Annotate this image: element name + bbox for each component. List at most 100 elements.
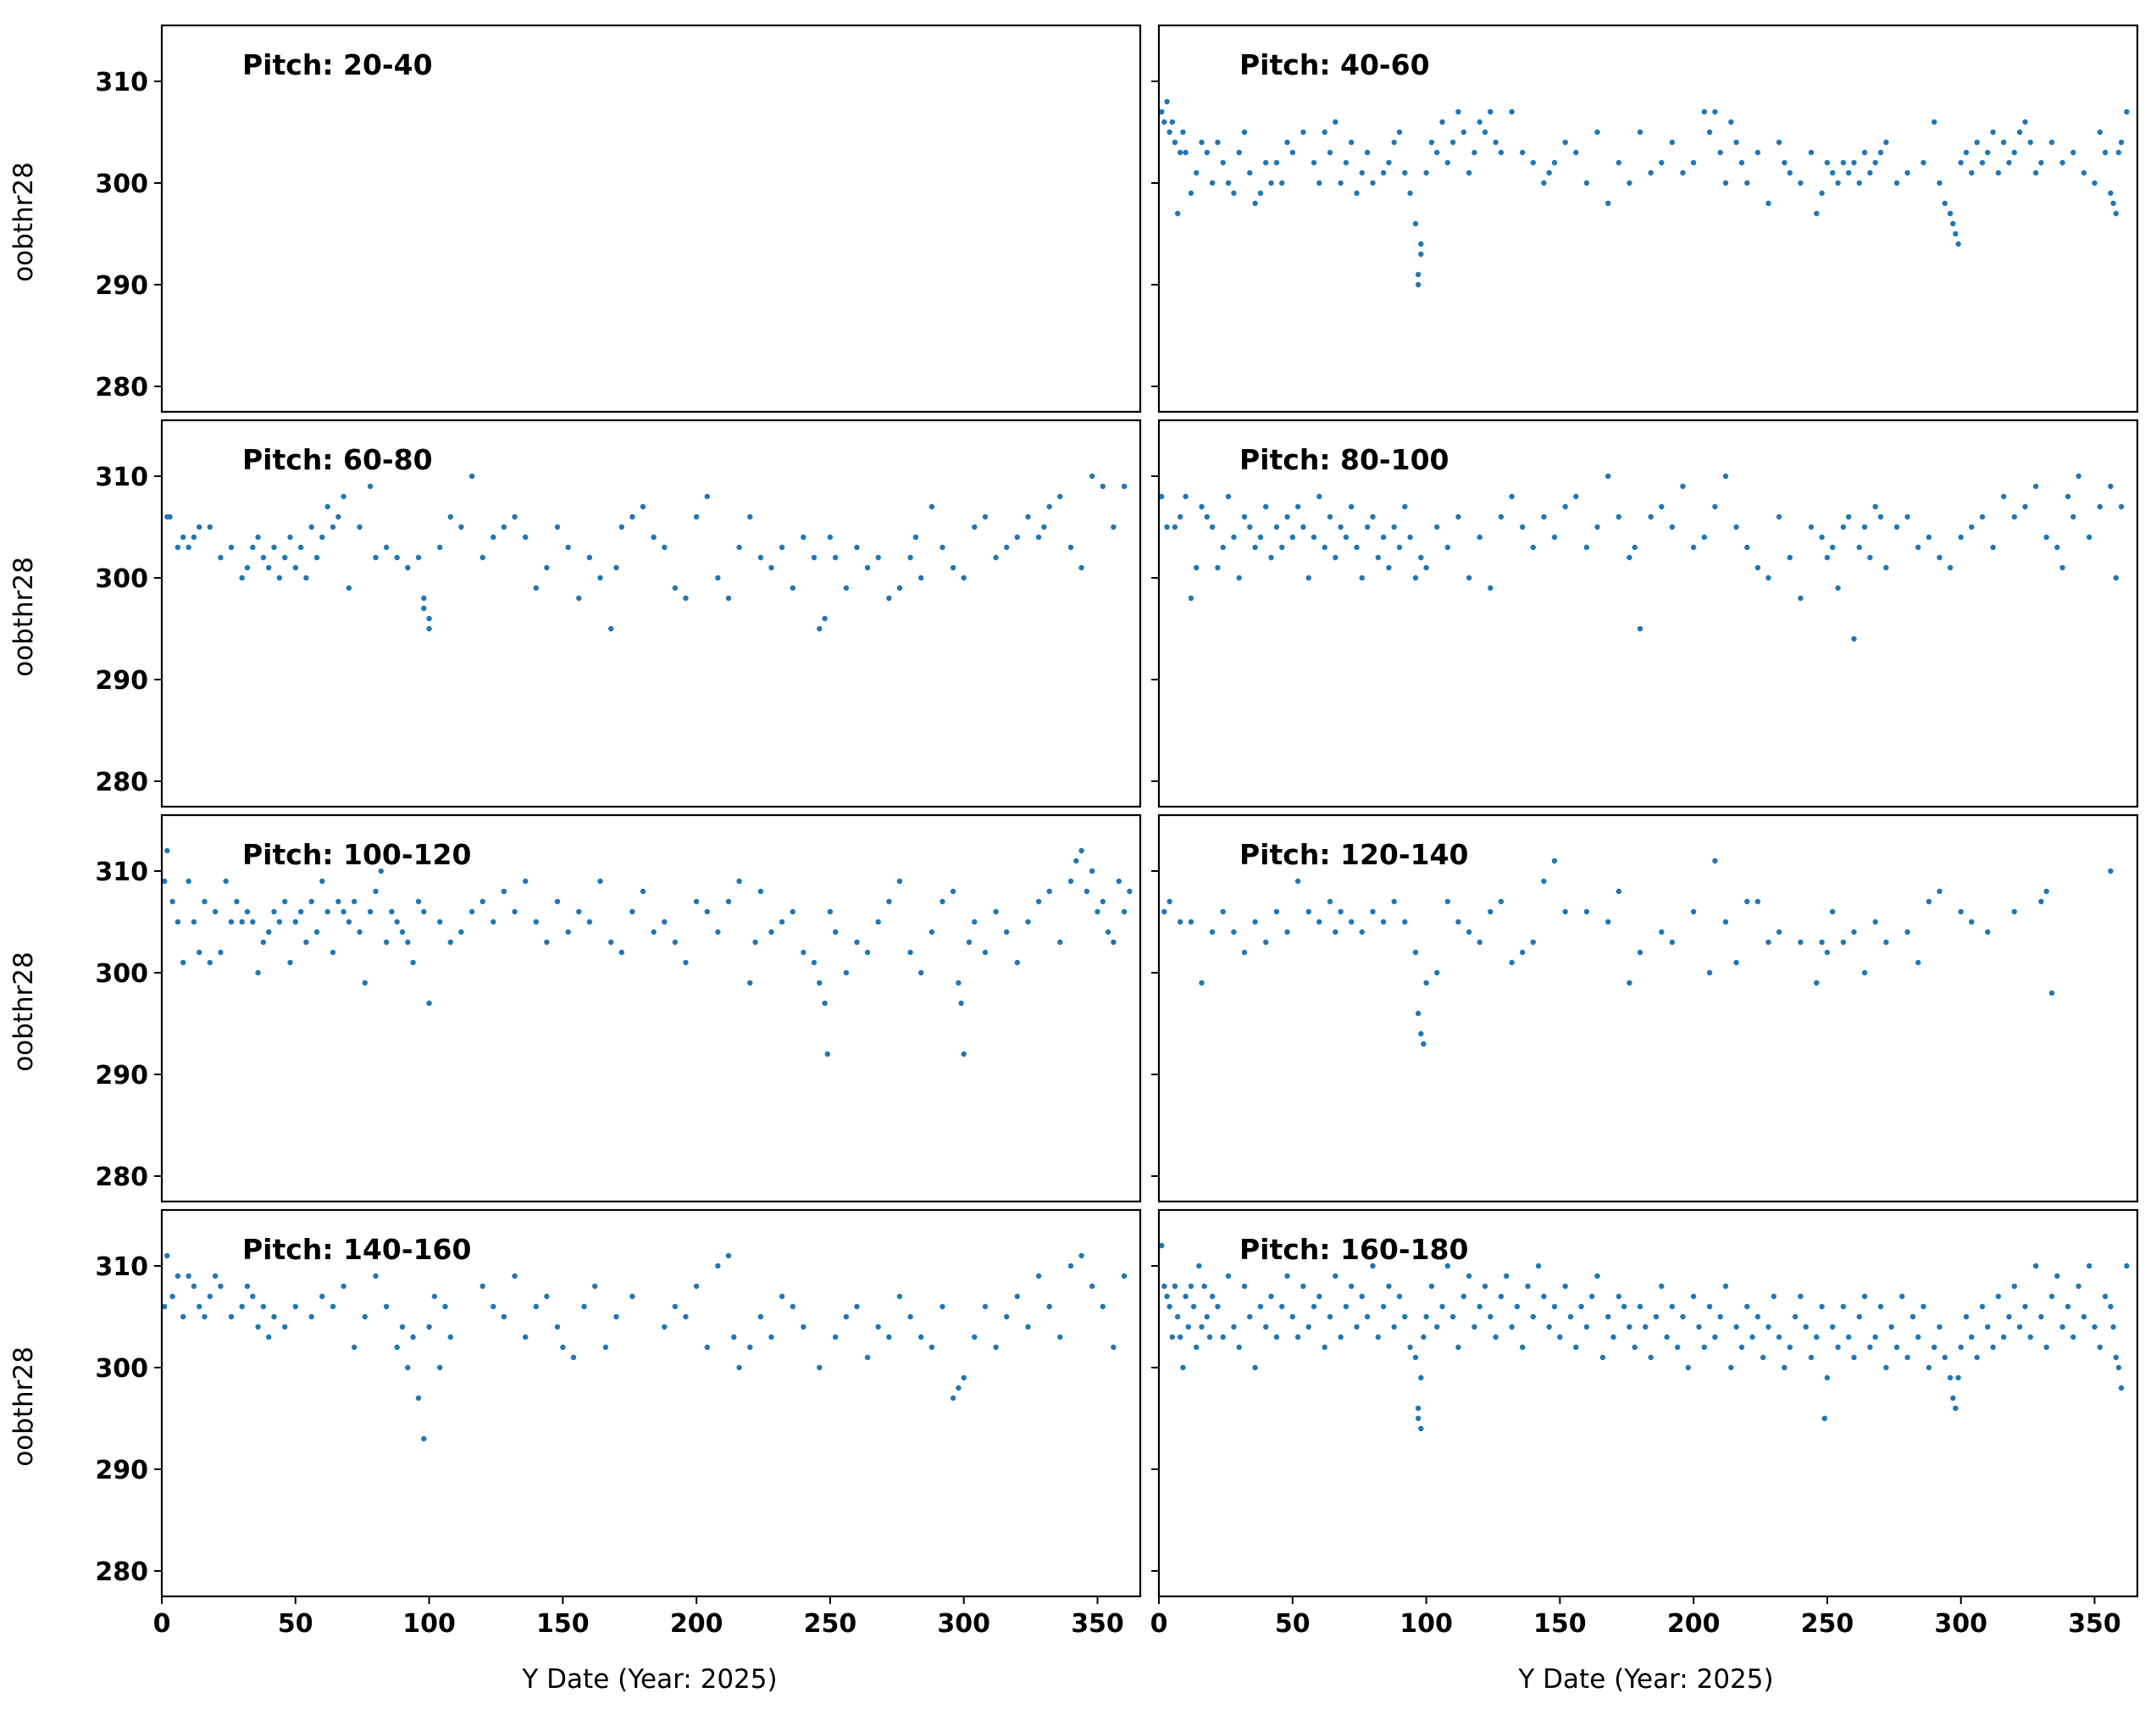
data-point (1220, 1334, 1226, 1340)
data-point (747, 513, 753, 520)
data-point (431, 1293, 438, 1300)
data-point (468, 908, 475, 915)
data-point (1733, 139, 1739, 146)
data-point (212, 908, 219, 915)
data-point (956, 1385, 962, 1391)
data-point (426, 615, 432, 622)
data-point (843, 585, 850, 591)
data-point (2076, 473, 2081, 480)
data-point (1920, 1303, 1926, 1310)
data-point (704, 1344, 710, 1351)
data-point (1979, 159, 1986, 166)
data-point (1338, 1334, 1344, 1340)
data-point (1877, 513, 1884, 520)
data-point (1979, 1303, 1986, 1310)
data-point (287, 534, 293, 541)
data-point (1183, 493, 1189, 500)
data-point (1610, 1334, 1616, 1340)
data-point (1950, 1395, 1956, 1401)
data-point (801, 1324, 806, 1330)
data-point (1472, 1324, 1477, 1330)
data-point (672, 1303, 679, 1310)
panel-title: Pitch: 100-120 (242, 838, 471, 871)
data-point (2118, 1385, 2125, 1391)
data-point (2048, 990, 2055, 996)
data-point (1530, 544, 1537, 551)
data-point (523, 534, 529, 541)
data-point (1316, 1293, 1322, 1300)
data-point (1252, 544, 1258, 551)
data-point (1798, 1293, 1804, 1300)
data-point (1520, 524, 1526, 530)
data-point (1787, 1344, 1793, 1351)
data-point (1680, 169, 1686, 176)
data-point (1105, 929, 1111, 935)
data-point (961, 574, 967, 581)
x-axis-label: Y Date (Year: 2025) (1517, 1664, 1773, 1695)
plot-frame (1157, 24, 2139, 413)
data-point (255, 1324, 261, 1330)
data-point (1111, 524, 1117, 530)
panel: Pitch: 120-140 (1151, 813, 2139, 1203)
data-point (629, 513, 635, 520)
data-point (629, 908, 635, 915)
data-point (1915, 1334, 1921, 1340)
data-point (1333, 929, 1338, 935)
data-point (1057, 1334, 1063, 1340)
data-point (693, 898, 700, 905)
data-point (1279, 180, 1285, 186)
data-point (308, 898, 314, 905)
x-tick-label: 0 (153, 1609, 171, 1639)
data-point (875, 554, 881, 561)
data-point (276, 919, 283, 925)
data-point (2070, 513, 2076, 520)
data-point (1231, 1324, 1237, 1330)
data-point (1305, 574, 1311, 581)
data-point (1391, 524, 1397, 530)
data-point (1263, 1324, 1269, 1330)
data-point (1744, 1303, 1750, 1310)
data-point (1675, 1344, 1681, 1351)
data-point (1840, 524, 1847, 530)
data-point (1466, 574, 1472, 581)
data-point (162, 1303, 168, 1310)
data-point (907, 949, 913, 956)
data-point (1803, 1324, 1809, 1330)
data-point (779, 544, 785, 551)
data-point (1637, 1303, 1643, 1310)
data-point (1460, 1293, 1467, 1300)
data-point (907, 1313, 913, 1320)
data-point (1583, 908, 1590, 915)
data-point (292, 564, 298, 571)
data-point (1359, 929, 1366, 935)
data-point (1364, 1313, 1371, 1320)
data-point (1209, 524, 1216, 530)
data-point (554, 524, 561, 530)
data-point (811, 959, 818, 966)
data-point (1776, 1334, 1782, 1340)
data-point (1814, 980, 1820, 986)
data-point (1455, 108, 1461, 115)
data-point (833, 1334, 839, 1340)
data-point (1856, 180, 1862, 186)
data-point (1183, 1293, 1189, 1300)
data-point (613, 1313, 619, 1320)
data-point (1423, 564, 1429, 571)
data-point (1412, 949, 1419, 956)
data-point (1872, 159, 1878, 166)
data-point (768, 1334, 774, 1340)
data-point (1893, 180, 1900, 186)
data-point (1963, 1313, 1970, 1320)
data-point (282, 898, 288, 905)
data-point (2043, 534, 2049, 541)
data-point (1985, 1324, 1991, 1330)
data-point (2087, 534, 2092, 541)
panel-title: Pitch: 160-180 (1239, 1233, 1468, 1266)
data-point (1888, 1324, 1894, 1330)
data-point (1236, 149, 1242, 156)
data-point (319, 1293, 325, 1300)
data-point (1589, 1293, 1595, 1300)
data-point (1937, 888, 1943, 895)
data-point (1749, 1334, 1755, 1340)
data-point (180, 1313, 186, 1320)
